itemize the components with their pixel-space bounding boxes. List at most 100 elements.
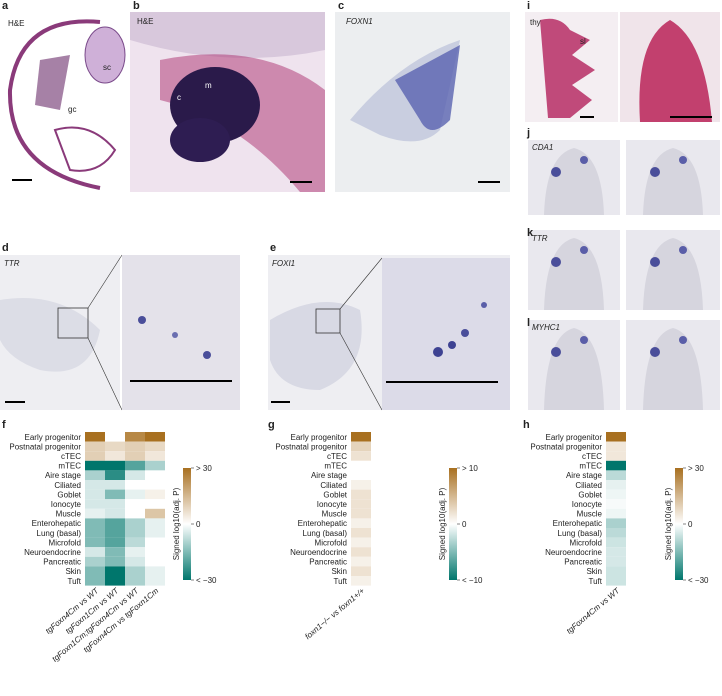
heat-cell (85, 499, 105, 509)
row-label: Ionocyte (572, 500, 603, 509)
row-label: Lung (basal) (558, 529, 603, 538)
heat-cell (606, 480, 626, 490)
tissue (35, 55, 70, 110)
heat-cell (125, 480, 145, 490)
heat-cell (606, 528, 626, 538)
heat-cell (606, 576, 626, 586)
heat-cell (85, 441, 105, 452)
row-label: Enterohepatic (553, 519, 602, 528)
row-label: Early progenitor (291, 433, 348, 442)
panel-label: b (133, 0, 140, 12)
panel-label: f (2, 419, 6, 431)
heat-cell (145, 576, 165, 586)
panel-e: e FOXI1 (268, 242, 510, 411)
signal (650, 167, 660, 177)
heat-cell (351, 547, 371, 557)
heat-cell (145, 432, 165, 442)
heat-cell (145, 499, 165, 509)
row-label: Neuroendocrine (24, 548, 81, 557)
heat-cell (145, 566, 165, 576)
signal (172, 332, 178, 338)
colorbar-tick-label: 0 (196, 520, 201, 529)
row-label: cTEC (327, 452, 347, 461)
heat-cell (125, 460, 145, 471)
heat-cell (606, 556, 626, 567)
heat-cell (125, 576, 145, 586)
row-label: Aire stage (566, 471, 603, 480)
panel-label: a (2, 0, 9, 12)
column-label: foxn1−/− vs foxn1+/+ (303, 586, 366, 641)
heat-cell (85, 556, 105, 567)
heat-cell (145, 508, 165, 519)
row-label: Skin (331, 567, 347, 576)
row-label: Skin (586, 567, 602, 576)
heat-cell (351, 556, 371, 567)
signal (580, 246, 588, 254)
colorbar-title: Signed log10(adj. P) (438, 487, 447, 560)
heat-cell (351, 566, 371, 576)
panel-label: j (526, 127, 530, 139)
heat-cell (351, 460, 371, 471)
heat-cell (351, 480, 371, 490)
tissue (540, 18, 595, 118)
inset-box (315, 308, 341, 334)
heat-cell (145, 489, 165, 500)
colorbar-tick-label: 0 (688, 520, 693, 529)
row-label: Pancreatic (309, 558, 347, 567)
heat-cell (606, 508, 626, 519)
row-label: Muscle (322, 510, 348, 519)
connector (339, 257, 383, 310)
signal (650, 347, 660, 357)
heat-cell (85, 537, 105, 548)
signal (580, 336, 588, 344)
probe-label: TTR (532, 234, 548, 243)
tissue (84, 26, 126, 84)
row-label: Postnatal progenitor (9, 442, 81, 451)
row-label: Ionocyte (317, 500, 348, 509)
heat-cell (85, 547, 105, 557)
colorbar-tick-label: > 30 (688, 464, 704, 473)
inset-box (57, 307, 89, 339)
heat-cell (145, 441, 165, 452)
colorbar (183, 468, 191, 580)
zoom-image (122, 255, 240, 410)
row-label: Enterohepatic (298, 519, 347, 528)
heat-cell (105, 518, 125, 528)
heat-cell (105, 460, 125, 471)
probe-label: FOXN1 (346, 17, 373, 26)
signal (433, 347, 443, 357)
panel-c: c FOXN1 (335, 0, 510, 192)
signal (448, 341, 456, 349)
heat-cell (606, 489, 626, 500)
row-label: Early progenitor (25, 433, 82, 442)
panel-b: b H&E c m (130, 0, 325, 193)
heat-cell (105, 566, 125, 576)
signal (138, 316, 146, 324)
heat-cell (125, 470, 145, 480)
row-label: Aire stage (311, 471, 348, 480)
row-label: Lung (basal) (37, 529, 82, 538)
heat-cell (125, 566, 145, 576)
heat-cell (105, 499, 125, 509)
signal (679, 246, 687, 254)
row-label: Postnatal progenitor (275, 442, 347, 451)
heat-cell (351, 441, 371, 452)
signal (551, 257, 561, 267)
row-label: Goblet (323, 490, 347, 499)
signal (203, 351, 211, 359)
panel-label: h (523, 419, 530, 431)
heat-cell (125, 508, 145, 519)
heat-cell (85, 528, 105, 538)
heat-cell (351, 508, 371, 519)
tissue (639, 20, 712, 122)
heat-cell (606, 518, 626, 528)
colorbar (449, 468, 457, 580)
region-label: m (205, 81, 212, 90)
probe-label: CDA1 (532, 143, 553, 152)
heat-cell (145, 460, 165, 471)
heat-cell (145, 518, 165, 528)
row-label: Microfold (570, 538, 602, 547)
row-label: Ciliated (54, 481, 81, 490)
heat-cell (351, 451, 371, 461)
signal (679, 156, 687, 164)
